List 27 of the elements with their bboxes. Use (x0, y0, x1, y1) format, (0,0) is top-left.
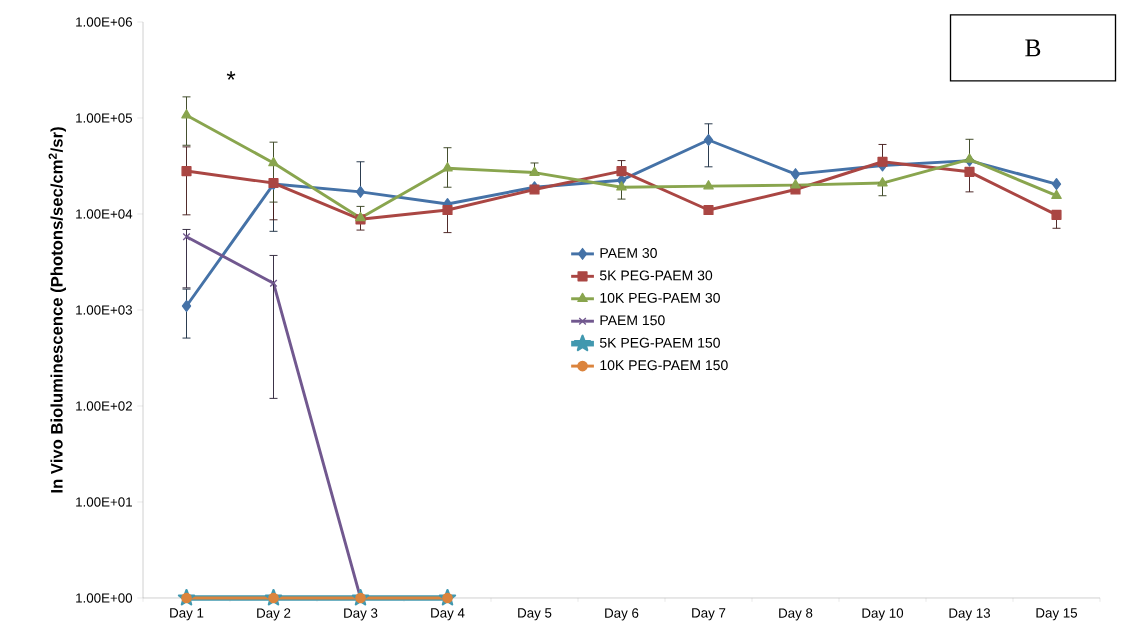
y-tick-label: 1.00E+02 (76, 401, 132, 411)
y-axis-title: In Vivo Bioluminescence (Photons/sec/cm$^{2}$/sr) (48, 127, 66, 493)
x-tick-label: Day 3 (344, 608, 378, 621)
x-tick-label: Day 13 (949, 608, 991, 621)
x-tick-label: Day 6 (605, 608, 639, 621)
legend-label: 5K PEG-PAEM 30 (599, 270, 713, 281)
x-tick-label: Day 5 (518, 608, 552, 621)
x-tick-label: Day 1 (170, 608, 204, 621)
legend-label: 10K PEG-PAEM 30 (600, 292, 720, 303)
annotation: * (226, 71, 236, 80)
x-tick-label: Day 2 (257, 608, 291, 621)
x-tick-label: Day 4 (431, 608, 465, 621)
legend-label: PAEM 150 (600, 315, 665, 326)
x-tick-label: Day 10 (862, 608, 904, 621)
x-tick-label: Day 8 (779, 608, 813, 621)
x-tick-label: Day 15 (1036, 608, 1078, 621)
legend-label: 10K PEG-PAEM 150 (600, 360, 728, 371)
y-tick-label: 1.00E+01 (76, 497, 132, 507)
legend-label: 5K PEG-PAEM 150 (599, 337, 720, 348)
y-tick-label: 1.00E+06 (76, 17, 133, 27)
x-tick-label: Day 7 (692, 608, 726, 621)
legend-label: PAEM 30 (600, 248, 657, 258)
y-tick-label: 1.00E+05 (76, 113, 133, 123)
y-tick-label: 1.00E+00 (76, 593, 133, 603)
y-tick-label: 1.00E+04 (76, 209, 133, 219)
y-tick-label: 1.00E+03 (76, 305, 133, 315)
annotation: B (1025, 39, 1041, 57)
